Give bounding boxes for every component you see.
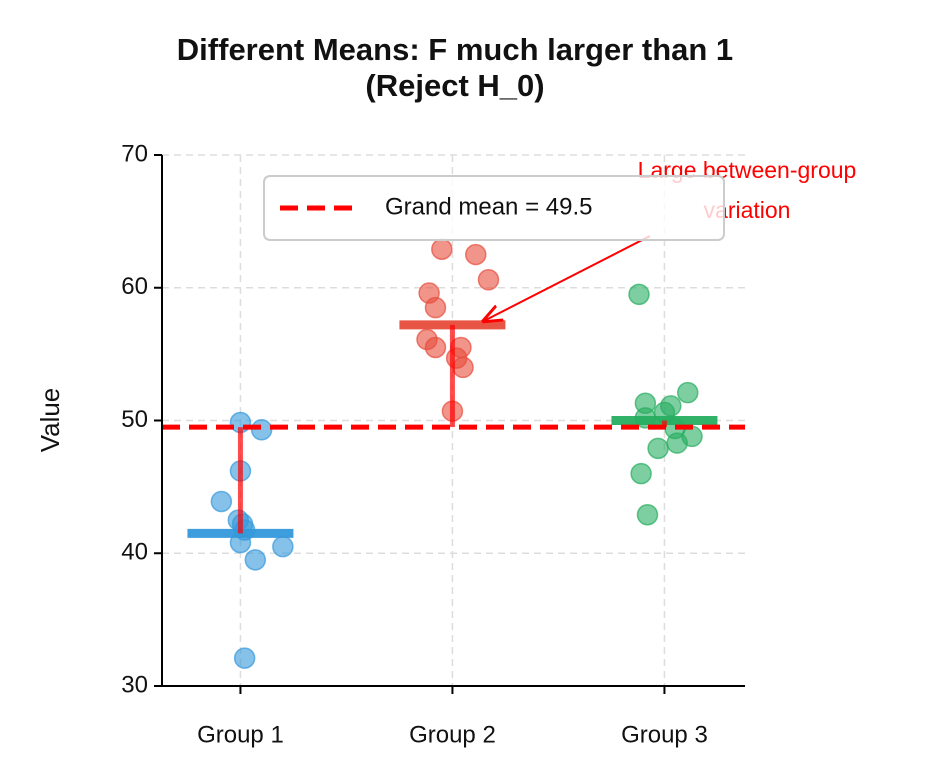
- legend-box: [263, 175, 725, 241]
- data-point: [244, 549, 267, 571]
- chart-title: Different Means: F much larger than 1 (Re…: [177, 32, 733, 103]
- y-tick-label: 60: [121, 273, 148, 300]
- data-point: [272, 535, 294, 558]
- data-point: [233, 647, 256, 669]
- legend-label: Grand mean = 49.5: [385, 193, 592, 220]
- data-point: [636, 504, 659, 526]
- x-tick-label: Group 3: [621, 721, 708, 748]
- data-point: [666, 432, 688, 454]
- y-tick-label: 30: [121, 671, 148, 698]
- data-point: [677, 381, 699, 404]
- x-tick-label: Group 2: [409, 721, 496, 748]
- data-point: [424, 296, 447, 319]
- data-point: [452, 356, 474, 379]
- data-point: [250, 419, 273, 441]
- data-point: [424, 336, 447, 359]
- y-axis-label: Value: [35, 388, 65, 453]
- data-point: [465, 243, 487, 266]
- y-tick-label: 50: [121, 406, 148, 433]
- data-point: [431, 238, 453, 261]
- annotation-arrow: [482, 235, 651, 322]
- data-point: [634, 407, 657, 429]
- data-point: [647, 437, 669, 460]
- data-point: [628, 283, 650, 306]
- x-tick-label: Group 1: [197, 721, 284, 748]
- data-point: [210, 490, 233, 513]
- y-tick-label: 70: [121, 140, 148, 167]
- y-tick-label: 40: [121, 539, 148, 566]
- data-point: [477, 269, 500, 291]
- data-point: [630, 462, 652, 485]
- data-point: [229, 531, 252, 554]
